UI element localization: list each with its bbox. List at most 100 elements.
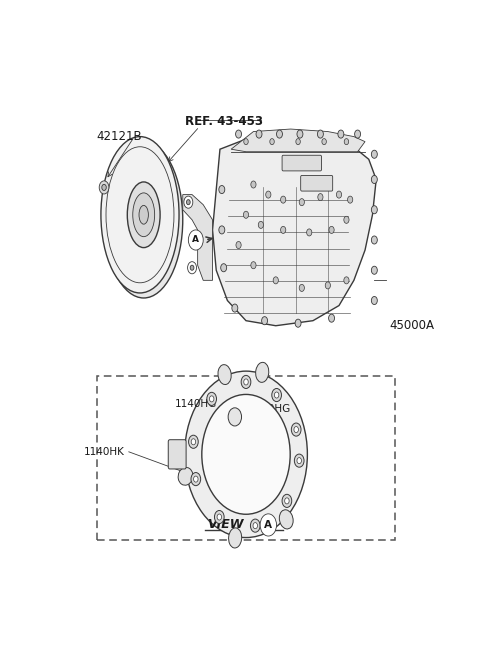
Circle shape [253,523,257,529]
Circle shape [281,227,286,233]
Text: 45000A: 45000A [389,319,434,332]
Ellipse shape [139,206,148,224]
Ellipse shape [279,510,293,529]
Circle shape [189,435,198,448]
Circle shape [296,139,300,145]
Text: REF. 43-453: REF. 43-453 [185,115,263,128]
Circle shape [251,262,256,269]
Ellipse shape [256,362,269,383]
FancyBboxPatch shape [300,176,333,191]
Circle shape [299,284,304,291]
Circle shape [307,229,312,236]
Ellipse shape [133,193,155,236]
Circle shape [228,408,241,426]
Circle shape [241,375,251,388]
Circle shape [372,176,377,183]
Circle shape [338,130,344,138]
Circle shape [221,264,227,272]
Text: A: A [192,236,199,244]
Circle shape [217,514,222,520]
Circle shape [297,458,301,464]
Circle shape [344,216,349,223]
Circle shape [244,139,248,145]
Circle shape [297,130,303,138]
Circle shape [99,181,109,194]
Ellipse shape [178,468,193,485]
Circle shape [318,194,323,200]
Circle shape [188,230,203,250]
Circle shape [256,130,262,138]
Circle shape [215,510,224,523]
Circle shape [281,196,286,203]
Circle shape [209,396,214,402]
Circle shape [294,426,299,432]
Circle shape [282,495,292,508]
Circle shape [188,262,196,274]
Ellipse shape [101,137,179,293]
Circle shape [348,196,353,203]
Ellipse shape [228,528,241,548]
FancyBboxPatch shape [282,155,322,171]
Circle shape [251,181,256,188]
Ellipse shape [105,141,183,298]
FancyBboxPatch shape [168,440,186,469]
Circle shape [219,226,225,234]
Text: 1140HG: 1140HG [249,404,291,414]
Circle shape [186,200,190,204]
Bar [97,376,395,540]
Ellipse shape [127,182,160,248]
Circle shape [191,472,201,485]
Circle shape [191,439,196,445]
Text: A: A [264,520,272,530]
Circle shape [236,242,241,248]
Circle shape [344,139,348,145]
Circle shape [372,150,377,159]
Circle shape [260,514,276,536]
Circle shape [243,212,249,218]
Polygon shape [213,134,376,326]
Circle shape [190,265,194,271]
Circle shape [273,277,278,284]
Circle shape [325,282,330,289]
Circle shape [258,221,264,229]
Circle shape [291,423,301,436]
Circle shape [295,319,301,328]
Circle shape [184,196,193,208]
Circle shape [322,139,326,145]
Circle shape [270,139,274,145]
Circle shape [285,498,289,504]
Circle shape [294,454,304,467]
Circle shape [372,266,377,274]
Ellipse shape [218,365,231,384]
Circle shape [355,130,360,138]
Text: VIEW: VIEW [207,519,244,531]
Circle shape [232,304,238,312]
Circle shape [317,130,324,138]
Circle shape [185,371,307,538]
Circle shape [202,394,290,514]
Circle shape [372,297,377,305]
Circle shape [372,206,377,214]
Polygon shape [231,129,365,152]
Circle shape [329,227,334,233]
Circle shape [244,379,248,385]
Circle shape [272,388,281,402]
Circle shape [336,191,342,198]
Circle shape [275,392,279,398]
Circle shape [262,316,267,325]
Circle shape [344,277,349,284]
Circle shape [266,191,271,198]
Text: 1140HG: 1140HG [175,399,217,409]
Circle shape [329,314,335,322]
Circle shape [299,198,304,206]
Circle shape [193,476,198,482]
Polygon shape [183,195,213,280]
Circle shape [207,392,216,405]
Circle shape [372,236,377,244]
Text: 42121B: 42121B [96,130,143,143]
Circle shape [236,130,241,138]
Text: 1140HK: 1140HK [84,447,125,457]
Circle shape [251,519,260,533]
Circle shape [276,130,282,138]
Circle shape [102,185,106,191]
